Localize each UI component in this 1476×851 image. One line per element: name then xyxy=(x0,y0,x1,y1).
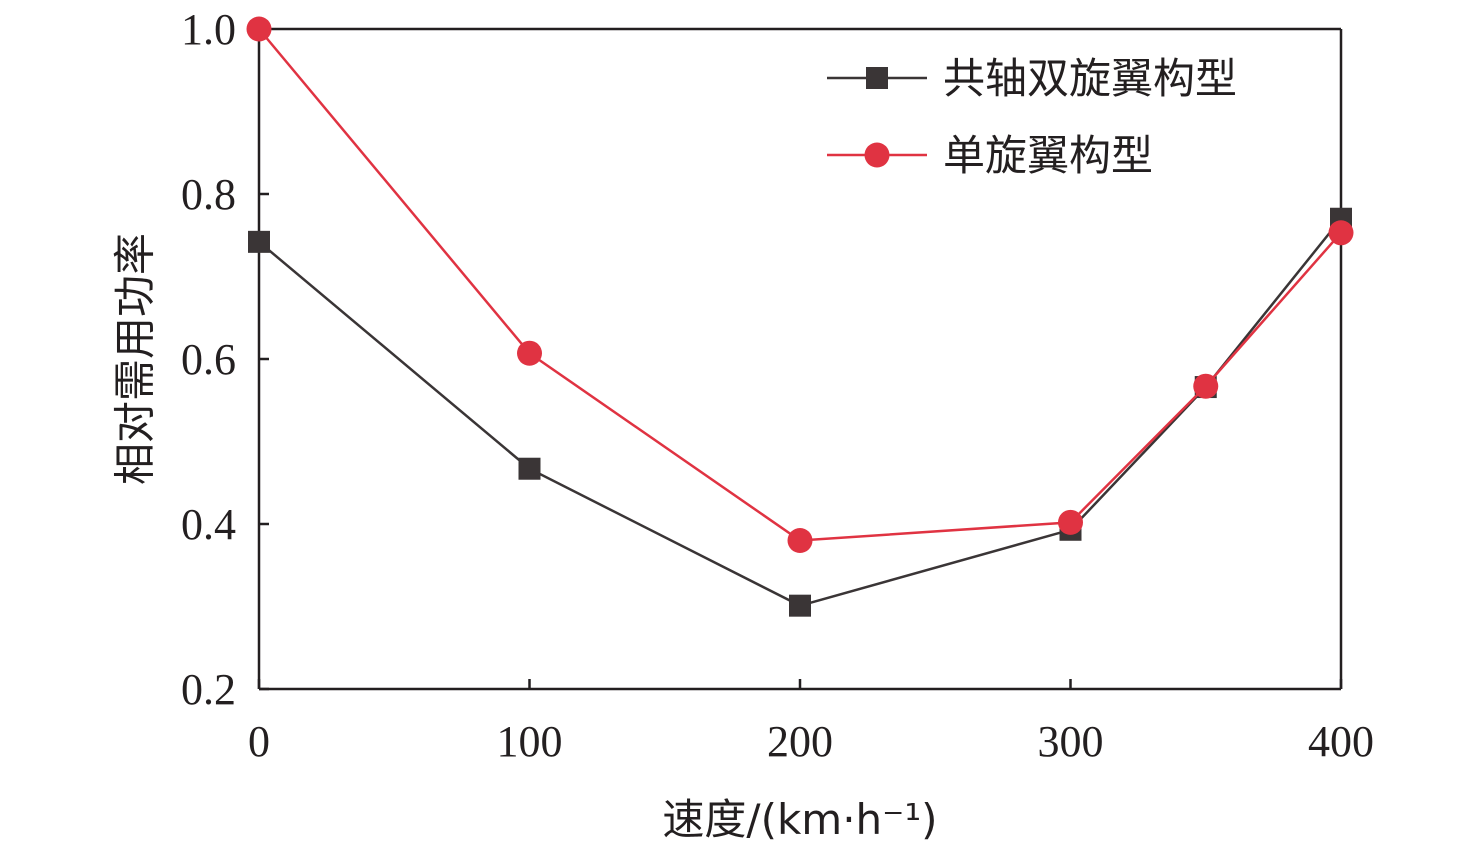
y-axis-title: 相对需用功率 xyxy=(111,233,160,485)
ticks: 0 100 200 300 400 0.2 0.4 0.6 0.8 1.0 xyxy=(181,5,1374,766)
series-2-point xyxy=(517,340,542,366)
y-tick-label: 0.8 xyxy=(181,170,236,219)
legend-label: 单旋翼构型 xyxy=(943,131,1153,180)
y-tick-label: 0.2 xyxy=(181,665,236,714)
y-tick-label: 0.6 xyxy=(181,335,236,384)
legend-marker xyxy=(864,142,890,168)
x-tick-label: 100 xyxy=(497,717,563,766)
series-2-point xyxy=(1193,373,1219,399)
series-1-point xyxy=(518,457,541,480)
series-1-point xyxy=(789,594,811,617)
legend-item-2: 单旋翼构型 xyxy=(827,131,1153,180)
series-1 xyxy=(248,207,1352,617)
x-tick-label: 200 xyxy=(767,717,833,766)
series-2-line xyxy=(258,28,1342,542)
series-2-point xyxy=(1328,220,1354,246)
legend-item-1: 共轴双旋翼构型 xyxy=(827,54,1237,103)
series-1-point xyxy=(248,230,270,253)
series-2-point xyxy=(1058,509,1083,535)
series-group xyxy=(246,16,1354,617)
series-2-point xyxy=(787,528,813,553)
series-2-point xyxy=(246,16,272,42)
series-2 xyxy=(246,16,1354,553)
x-tick-label: 400 xyxy=(1308,717,1374,766)
x-tick-label: 300 xyxy=(1038,717,1104,766)
x-tick-label: 0 xyxy=(248,717,270,766)
x-axis-title: 速度/(km·h⁻¹) xyxy=(662,795,937,844)
legend-label: 共轴双旋翼构型 xyxy=(943,54,1237,103)
y-tick-label: 1.0 xyxy=(181,5,236,54)
legend-marker xyxy=(866,67,888,89)
y-tick-label: 0.4 xyxy=(181,500,236,549)
axes xyxy=(257,27,1343,691)
